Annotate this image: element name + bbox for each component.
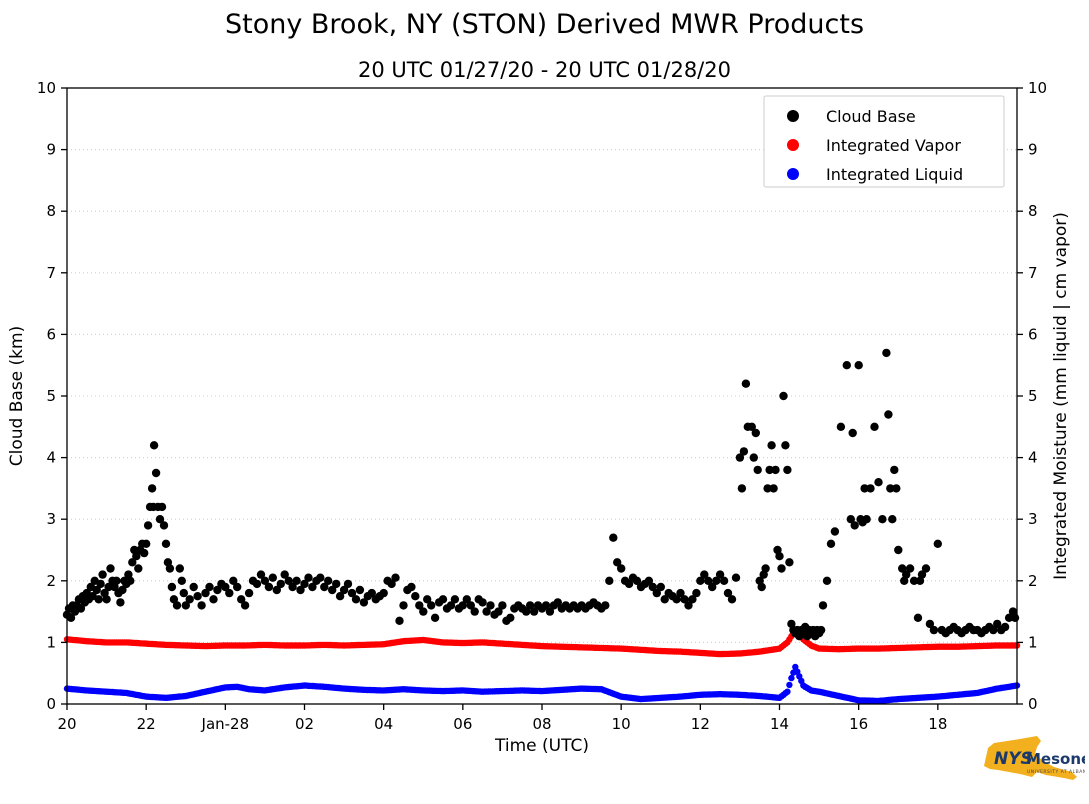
svg-text:7: 7 (46, 264, 56, 282)
svg-text:3: 3 (46, 510, 56, 528)
y-axis-label-right: Integrated Moisture (mm liquid | cm vapo… (1051, 212, 1071, 580)
legend-label-cloud-base: Cloud Base (826, 107, 916, 126)
svg-text:10: 10 (1028, 79, 1047, 97)
svg-text:10: 10 (37, 79, 56, 97)
logo-tagline: UNIVERSITY AT ALBANY (1027, 769, 1085, 775)
legend-marker-cloud-base (787, 110, 799, 122)
svg-text:6: 6 (46, 325, 56, 343)
legend: Cloud Base Integrated Vapor Integrated L… (763, 95, 1005, 188)
nys-mesonet-logo: NYS Mesonet UNIVERSITY AT ALBANY (980, 730, 1089, 796)
logo-text-mesonet: Mesonet (1026, 750, 1085, 768)
svg-text:7: 7 (1028, 264, 1038, 282)
svg-text:8: 8 (46, 202, 56, 220)
svg-text:10: 10 (612, 715, 631, 733)
svg-text:3: 3 (1028, 510, 1038, 528)
chart-title: Stony Brook, NY (STON) Derived MWR Produ… (224, 9, 865, 40)
chart-subtitle: 20 UTC 01/27/20 - 20 UTC 01/28/20 (358, 58, 731, 82)
legend-label-integrated-liquid: Integrated Liquid (826, 165, 963, 184)
svg-text:0: 0 (1028, 695, 1038, 713)
svg-text:9: 9 (1028, 141, 1038, 159)
svg-text:16: 16 (849, 715, 868, 733)
svg-text:20: 20 (57, 715, 76, 733)
svg-text:04: 04 (374, 715, 393, 733)
svg-text:06: 06 (453, 715, 472, 733)
svg-text:2: 2 (1028, 572, 1038, 590)
logo-text-nys: NYS (994, 749, 1033, 769)
svg-text:2: 2 (46, 572, 56, 590)
svg-text:1: 1 (46, 633, 56, 651)
svg-text:Jan-28: Jan-28 (201, 715, 250, 733)
svg-text:08: 08 (532, 715, 551, 733)
svg-text:4: 4 (46, 449, 56, 467)
svg-text:02: 02 (295, 715, 314, 733)
legend-label-integrated-vapor: Integrated Vapor (826, 136, 961, 155)
legend-marker-integrated-vapor (787, 139, 799, 151)
data-points (62, 348, 1021, 705)
svg-text:18: 18 (928, 715, 947, 733)
svg-text:0: 0 (46, 695, 56, 713)
svg-text:5: 5 (46, 387, 56, 405)
axis-tick-labels: 20 22 Jan-28 02 04 06 08 10 12 14 16 18012345678910… (37, 79, 1047, 733)
svg-text:5: 5 (1028, 387, 1038, 405)
svg-text:22: 22 (137, 715, 156, 733)
x-axis-label: Time (UTC) (494, 736, 589, 756)
svg-text:6: 6 (1028, 325, 1038, 343)
svg-text:9: 9 (46, 141, 56, 159)
svg-text:12: 12 (691, 715, 710, 733)
svg-text:4: 4 (1028, 449, 1038, 467)
svg-text:1: 1 (1028, 633, 1038, 651)
gridlines (67, 149, 1017, 643)
svg-text:8: 8 (1028, 202, 1038, 220)
ny-state-shape-icon (984, 736, 1077, 780)
y-axis-label-left: Cloud Base (km) (7, 326, 27, 466)
axis-ticks (61, 87, 1023, 710)
svg-text:14: 14 (770, 715, 789, 733)
legend-marker-integrated-liquid (787, 168, 799, 180)
legend-box (763, 95, 1005, 188)
